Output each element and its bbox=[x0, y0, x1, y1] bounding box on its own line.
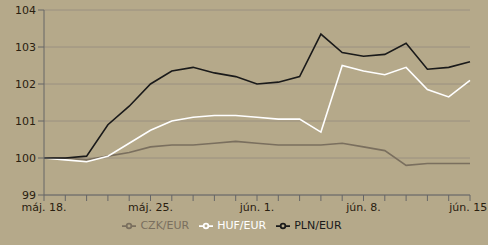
svg-text:102: 102 bbox=[15, 78, 36, 91]
svg-text:101: 101 bbox=[15, 115, 36, 128]
svg-text:100: 100 bbox=[15, 152, 36, 165]
svg-text:104: 104 bbox=[15, 4, 36, 17]
svg-text:99: 99 bbox=[22, 189, 36, 202]
svg-text:jún. 8.: jún. 8. bbox=[345, 201, 381, 214]
svg-text:máj. 18.: máj. 18. bbox=[22, 201, 67, 214]
svg-text:máj. 25.: máj. 25. bbox=[128, 201, 173, 214]
svg-text:103: 103 bbox=[15, 41, 36, 54]
html-text:CZK/EUR: CZK/EUR bbox=[140, 219, 190, 232]
html-text:PLN/EUR: PLN/EUR bbox=[294, 219, 342, 232]
html-text:HUF/EUR: HUF/EUR bbox=[217, 219, 267, 232]
svg-text:jún. 15.: jún. 15. bbox=[448, 201, 480, 214]
svg-text:jún. 1.: jún. 1. bbox=[239, 201, 275, 214]
